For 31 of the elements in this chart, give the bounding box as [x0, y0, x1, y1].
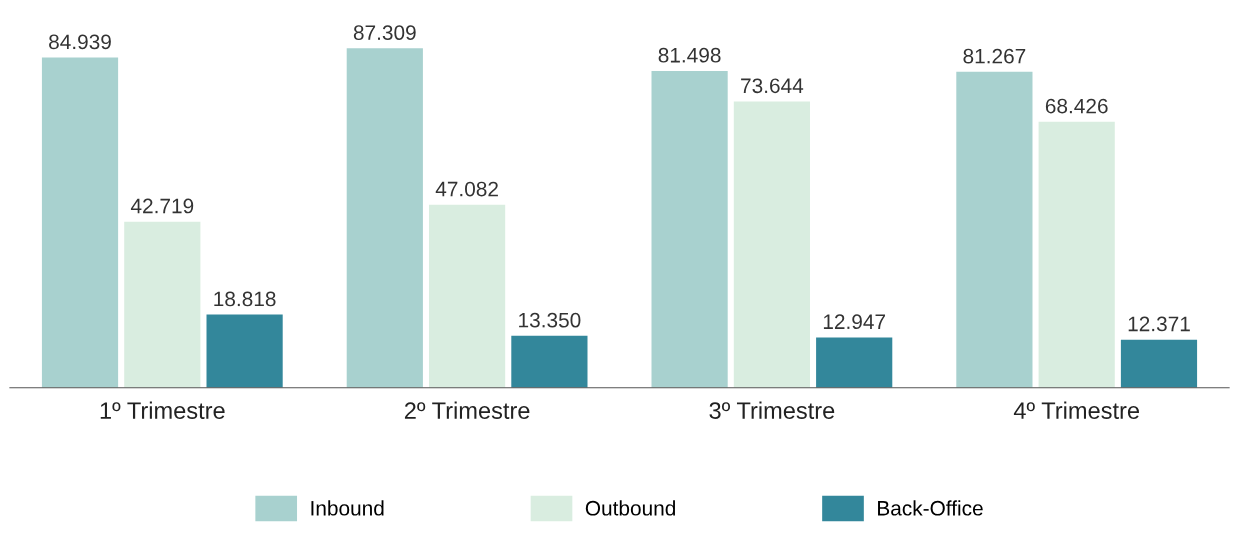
data-label: 73.644 — [741, 78, 804, 94]
data-label: 12.371 — [1128, 316, 1190, 332]
data-label: 68.426 — [1045, 98, 1108, 114]
data-label: 12.947 — [823, 314, 886, 330]
bar — [956, 71, 1033, 388]
data-label: 42.719 — [130, 198, 194, 214]
data-label: 13.350 — [519, 312, 581, 328]
bar — [124, 221, 201, 388]
data-label: 18.818 — [214, 291, 276, 307]
data-label: 47.082 — [435, 181, 498, 197]
x-tick-label: 1º Trimestre — [100, 401, 225, 419]
bar — [733, 101, 810, 388]
x-tick-label: 3º Trimestre — [709, 401, 835, 419]
x-tick-label: 4º Trimestre — [1013, 401, 1139, 419]
x-tick-label: 2º Trimestre — [404, 401, 530, 419]
bar — [1038, 121, 1115, 388]
bar — [511, 335, 588, 388]
bar — [206, 314, 283, 388]
bar — [816, 337, 893, 388]
legend-label: Outbound — [585, 500, 675, 516]
bar — [41, 57, 119, 388]
legend-label: Inbound — [311, 500, 384, 516]
data-label: 81.498 — [658, 47, 721, 63]
bar — [429, 204, 506, 388]
data-label: 84.939 — [49, 34, 111, 50]
bar — [651, 70, 728, 388]
data-label: 87.309 — [353, 25, 416, 41]
legend-label: Back-Office — [878, 500, 983, 516]
bar — [346, 48, 423, 388]
bar — [1120, 339, 1198, 388]
data-label: 81.267 — [963, 48, 1026, 64]
